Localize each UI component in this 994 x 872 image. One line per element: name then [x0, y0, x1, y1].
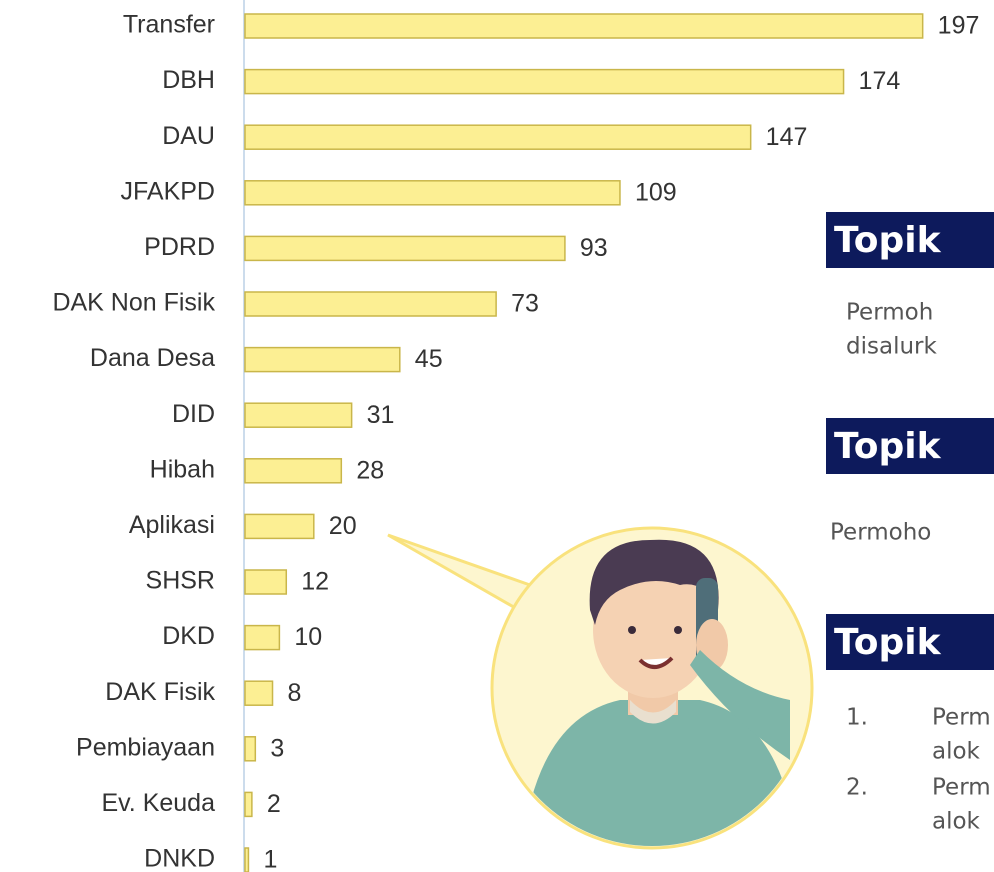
category-label: DAK Fisik	[105, 678, 215, 706]
value-label: 174	[859, 67, 901, 95]
list-text: alok	[932, 809, 981, 835]
value-label: 12	[301, 568, 329, 596]
value-label: 10	[294, 623, 322, 651]
category-label: Transfer	[123, 11, 215, 39]
panel-text: Permoho	[830, 520, 931, 546]
bar	[244, 736, 257, 762]
value-label: 147	[766, 123, 808, 151]
value-label: 73	[511, 290, 539, 318]
value-label: 28	[356, 456, 384, 484]
bar	[244, 180, 621, 206]
value-label: 20	[329, 512, 357, 540]
category-label: PDRD	[144, 233, 215, 261]
heading: Topik	[834, 426, 942, 467]
value-label: 2	[267, 790, 281, 818]
category-label: JFAKPD	[121, 177, 215, 205]
category-label: Aplikasi	[129, 511, 215, 539]
value-label: 1	[263, 846, 277, 872]
value-label: 93	[580, 234, 608, 262]
category-label: DAK Non Fisik	[52, 289, 215, 317]
bar	[244, 624, 281, 651]
list-text: Perm	[932, 775, 991, 801]
category-label: DBH	[162, 66, 215, 94]
category-label: Dana Desa	[90, 344, 215, 372]
category-label: DID	[172, 400, 215, 428]
bar	[244, 291, 497, 317]
value-label: 31	[367, 401, 395, 429]
category-label: SHSR	[146, 567, 215, 595]
category-label: Hibah	[150, 455, 215, 483]
heading-box	[826, 212, 994, 268]
bar	[244, 513, 315, 540]
illustration	[387, 526, 814, 850]
value-label: 197	[938, 12, 980, 40]
value-label: 3	[270, 734, 284, 762]
category-label: Pembiayaan	[76, 733, 215, 761]
bar	[244, 346, 401, 373]
category-label: DNKD	[144, 845, 215, 872]
bar	[244, 124, 752, 150]
bar	[244, 791, 253, 818]
heading: Topik	[834, 220, 942, 261]
category-label: Ev. Keuda	[101, 789, 215, 817]
heading-box	[826, 418, 994, 474]
category-label: DKD	[162, 622, 215, 650]
bar	[244, 402, 353, 428]
bar	[244, 680, 274, 706]
bar	[244, 569, 288, 595]
bar	[244, 13, 924, 39]
panel-text: disalurk	[846, 334, 937, 360]
heading: Topik	[834, 622, 942, 663]
heading-box	[826, 614, 994, 670]
panel-text: Permoh	[846, 300, 933, 326]
value-label: 109	[635, 178, 677, 206]
bar	[244, 847, 250, 872]
list-text: alok	[932, 739, 981, 765]
category-label: DAU	[162, 122, 215, 150]
list-number: 1.	[846, 705, 868, 731]
bar	[244, 458, 343, 484]
value-label: 45	[415, 345, 443, 373]
list-number: 2.	[846, 775, 868, 801]
bar	[244, 235, 566, 262]
value-label: 8	[288, 679, 302, 707]
list-text: Perm	[932, 705, 991, 731]
bar	[244, 68, 845, 95]
